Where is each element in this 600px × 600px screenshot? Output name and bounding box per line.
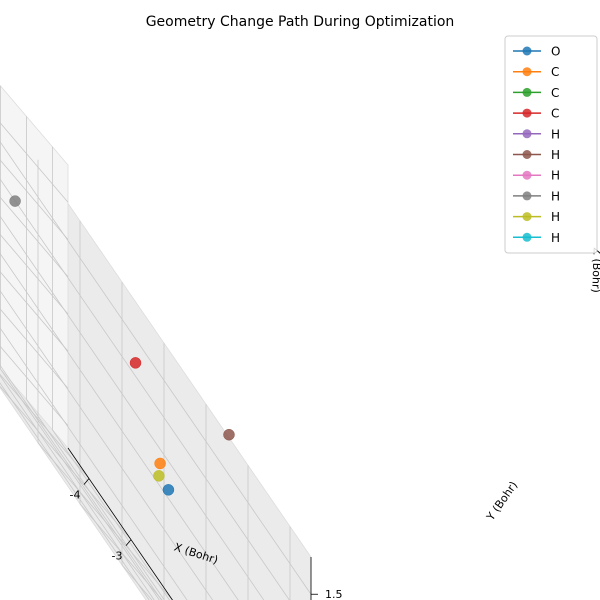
tick-labels: -4-3-2-101234-2-1012-1.5-1.0-0.50.00.51.… [70,489,343,600]
atom-point-h-5 [223,428,235,441]
atom-point-c-3 [129,357,142,369]
z-axis-label: Z (Bohr) [589,247,600,293]
legend-marker [522,170,532,180]
grid-line-z [0,178,290,600]
legend-entry-label: C [551,107,559,121]
grid-line-x [121,564,153,600]
x-tick-label: -4 [70,489,81,502]
legend-marker [522,67,532,77]
grid-line-z [0,327,188,600]
legend-marker [522,191,532,201]
legend-marker [522,150,532,159]
legend-marker [522,129,532,139]
legend-entry-label: H [551,189,560,203]
legend-entry-label: H [551,148,560,162]
data-points [9,195,235,496]
x-tick-mark [83,478,90,485]
grid-line-z [0,233,69,315]
left-pane [0,84,69,450]
atom-point-c-1 [154,457,166,470]
legend-entry-label: H [551,231,560,245]
grid-line-z [0,289,214,600]
x-tick-mark [125,539,132,546]
legend-marker [522,87,532,97]
grid-line-z [0,196,69,277]
z-tick-label: 1.5 [325,588,343,600]
y-axis-label: Y (Bohr) [483,479,520,524]
atom-point-h-8 [153,470,165,482]
grid-line-y [26,399,165,600]
legend-entry-label: C [551,86,559,100]
grid-line-z [0,308,69,389]
atom-point-o-0 [162,484,175,496]
legend-entry-label: H [551,169,560,183]
chart-title: Geometry Change Path During Optimization [146,14,455,30]
legend-marker [522,212,532,222]
legend-entry-label: H [551,210,560,224]
grid-lines [0,86,312,600]
grid-line-z [0,270,69,352]
grid-line-z [0,215,265,600]
grid-line-z [0,122,69,203]
legend-marker [522,232,532,242]
legend-entry-label: C [551,65,559,79]
grid-line-y [52,429,170,600]
grid-line-y [0,368,160,600]
legend-marker [522,46,532,56]
axes-panes [0,84,312,600]
legend-marker [522,108,532,118]
x-tick-label: -3 [112,550,123,563]
atom-point-h-7 [9,195,21,207]
legend-entry-label: O [551,45,560,59]
grid-line-z [0,252,239,600]
legend-entry-label: H [551,127,560,141]
axis-lines [67,447,318,600]
grid-line-z [0,141,312,595]
grid-line-y [0,382,150,600]
grid-line-y [0,374,155,600]
grid-line-z [0,364,162,600]
grid-line-z [0,159,69,240]
grid-line-z [0,345,69,426]
